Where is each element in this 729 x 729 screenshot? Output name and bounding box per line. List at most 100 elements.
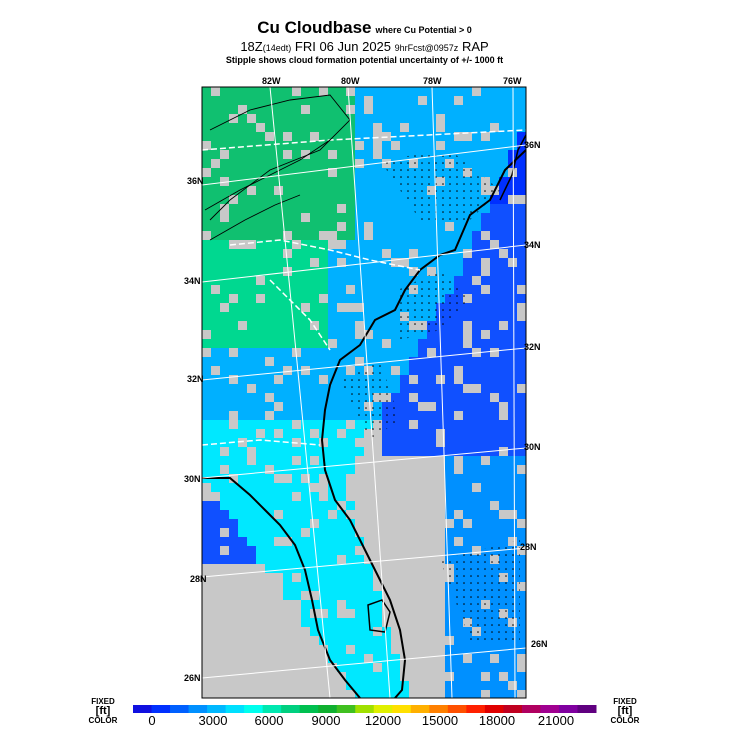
cloudbase-cell: [256, 150, 265, 159]
cloudbase-cell: [481, 510, 490, 519]
cloudbase-cell: [454, 348, 463, 357]
cloudbase-cell: [499, 636, 508, 645]
cloudbase-cell: [265, 258, 274, 267]
cloudbase-cell: [256, 483, 265, 492]
cloudbase-cell: [319, 240, 328, 249]
cloudbase-cell: [481, 87, 490, 96]
cloudbase-cell: [400, 87, 409, 96]
cloudbase-cell: [328, 420, 337, 429]
cloudbase-cell: [328, 132, 337, 141]
cloudbase-cell: [265, 285, 274, 294]
cloudbase-cell: [211, 348, 220, 357]
cloudbase-cell: [463, 285, 472, 294]
cloudbase-cell: [274, 132, 283, 141]
cloudbase-cell: [202, 204, 211, 213]
cloudbase-cell: [256, 114, 265, 123]
cloudbase-cell: [256, 456, 265, 465]
cloudbase-cell: [301, 87, 310, 96]
cloudbase-cell: [355, 609, 364, 618]
cloudbase-cell: [310, 177, 319, 186]
cloudbase-cell: [301, 348, 310, 357]
cloudbase-cell: [454, 105, 463, 114]
cloudbase-cell: [481, 105, 490, 114]
cloudbase-cell: [301, 258, 310, 267]
cloudbase-cell: [490, 303, 499, 312]
cloudbase-cell: [211, 249, 220, 258]
cloudbase-cell: [211, 438, 220, 447]
cloudbase-cell: [508, 492, 517, 501]
cloudbase-cell: [292, 384, 301, 393]
cloudbase-cell: [238, 546, 247, 555]
cloudbase-cell: [517, 258, 526, 267]
cloudbase-cell: [247, 159, 256, 168]
cloudbase-cell: [247, 267, 256, 276]
cloudbase-cell: [355, 555, 364, 564]
cloudbase-cell: [499, 87, 508, 96]
cloudbase-cell: [292, 105, 301, 114]
cloudbase-cell: [229, 501, 238, 510]
cloudbase-cell: [454, 618, 463, 627]
cloudbase-cell: [274, 294, 283, 303]
cloudbase-cell: [472, 690, 481, 698]
cloudbase-cell: [238, 465, 247, 474]
cloudbase-cell: [211, 447, 220, 456]
colorbar: [133, 705, 597, 713]
cloudbase-cell: [427, 330, 436, 339]
cloudbase-cell: [517, 609, 526, 618]
colorbar-swatch: [207, 705, 227, 713]
cloudbase-cell: [319, 321, 328, 330]
cloudbase-cell: [328, 627, 337, 636]
cloudbase-cell: [472, 105, 481, 114]
cloudbase-cell: [274, 420, 283, 429]
cloudbase-cell: [310, 366, 319, 375]
cloudbase-cell: [301, 330, 310, 339]
cloudbase-cell: [346, 438, 355, 447]
cloudbase-cell: [436, 132, 445, 141]
cloudbase-cell: [229, 321, 238, 330]
cloudbase-cell: [337, 87, 346, 96]
cloudbase-cell: [247, 222, 256, 231]
cloudbase-cell: [274, 456, 283, 465]
cloudbase-cell: [292, 321, 301, 330]
colorbar-tick-label: 0: [148, 713, 156, 728]
cloudbase-cell: [391, 438, 400, 447]
cloudbase-cell: [346, 546, 355, 555]
cloudbase-cell: [373, 645, 382, 654]
cloudbase-cell: [418, 438, 427, 447]
cloudbase-cell: [256, 249, 265, 258]
cloudbase-cell: [265, 447, 274, 456]
cloudbase-cell: [337, 357, 346, 366]
cloudbase-cell: [328, 501, 337, 510]
cloudbase-cell: [490, 150, 499, 159]
cloudbase-cell: [355, 573, 364, 582]
cloudbase-cell: [355, 285, 364, 294]
cloudbase-cell: [472, 330, 481, 339]
cloudbase-cell: [355, 294, 364, 303]
cloudbase-cell: [391, 672, 400, 681]
cloudbase-cell: [508, 96, 517, 105]
cloudbase-cell: [211, 267, 220, 276]
cloudbase-cell: [238, 330, 247, 339]
cloudbase-cell: [211, 555, 220, 564]
cloudbase-cell: [463, 87, 472, 96]
cloudbase-cell: [364, 276, 373, 285]
cloudbase-cell: [274, 357, 283, 366]
cloudbase-cell: [319, 114, 328, 123]
lat-label-left-30n: 30N: [184, 474, 201, 484]
cloudbase-cell: [346, 195, 355, 204]
cloudbase-cell: [301, 141, 310, 150]
cloudbase-cell: [355, 447, 364, 456]
cloudbase-cell: [463, 357, 472, 366]
cloudbase-cell: [373, 258, 382, 267]
cloudbase-cell: [409, 150, 418, 159]
cloudbase-cell: [229, 285, 238, 294]
cloudbase-cell: [490, 204, 499, 213]
cloudbase-cell: [481, 294, 490, 303]
cloudbase-cell: [310, 627, 319, 636]
cloudbase-cell: [400, 438, 409, 447]
cloudbase-cell: [382, 168, 391, 177]
cloudbase-cell: [463, 96, 472, 105]
cloudbase-cell: [499, 375, 508, 384]
cloudbase-cell: [454, 690, 463, 698]
